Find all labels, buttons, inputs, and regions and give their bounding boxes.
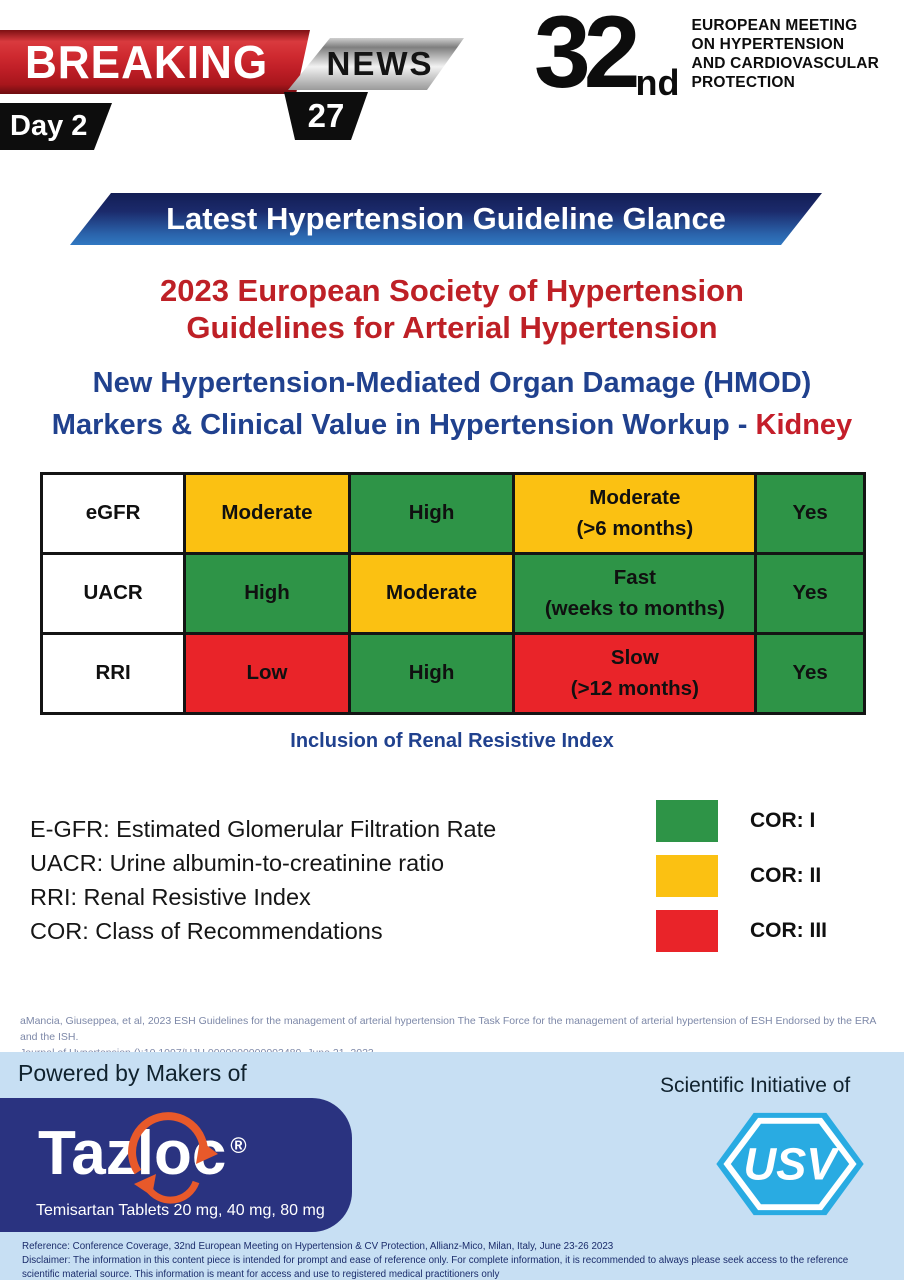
topic-highlight: Kidney bbox=[755, 409, 853, 441]
day-label: Day 2 bbox=[10, 110, 88, 142]
cor-swatch-green bbox=[656, 800, 718, 842]
issue-number: 27 bbox=[307, 97, 345, 134]
tazloc-brand-card: Tazlo c® Temisartan Tablets 20 mg, 40 mg… bbox=[0, 1098, 352, 1232]
day-badge: Day 2 bbox=[0, 103, 112, 150]
table-cell: Moderate bbox=[183, 472, 351, 555]
glance-title: Latest Hypertension Guideline Glance bbox=[166, 201, 726, 236]
registered-mark: ® bbox=[230, 1133, 247, 1158]
tazloc-subtitle: Temisartan Tablets 20 mg, 40 mg, 80 mg bbox=[36, 1202, 325, 1219]
definition-cor: COR: Class of Recommendations bbox=[30, 918, 383, 944]
news-banner: NEWS bbox=[288, 38, 464, 90]
meeting-number: 32 bbox=[534, 0, 641, 109]
abbreviation-definitions: E-GFR: Estimated Glomerular Filtration R… bbox=[30, 812, 496, 948]
cor-label: COR: I bbox=[750, 809, 816, 832]
powered-by-label: Powered by Makers of bbox=[18, 1060, 247, 1086]
table-cell: Moderate bbox=[347, 552, 516, 635]
row-label: eGFR bbox=[39, 472, 187, 555]
cor-swatch-yellow bbox=[656, 855, 718, 897]
definition-rri: RRI: Renal Resistive Index bbox=[30, 884, 311, 910]
meeting-logo: 32nd EUROPEAN MEETING ON HYPERTENSION AN… bbox=[534, 1, 880, 103]
table-cell: Low bbox=[183, 632, 351, 715]
definition-uacr: UACR: Urine albumin-to-creatinine ratio bbox=[30, 850, 445, 876]
table-cell: High bbox=[183, 552, 351, 635]
table-cell: High bbox=[347, 632, 516, 715]
cor-label: COR: II bbox=[750, 864, 822, 887]
table-cell: High bbox=[347, 472, 516, 555]
breaking-banner: BREAKING bbox=[0, 30, 310, 94]
hmod-kidney-table: eGFR Moderate High Moderate (>6 months) … bbox=[39, 472, 866, 715]
meeting-ordinal: nd bbox=[635, 62, 680, 103]
table-cell: Yes bbox=[754, 472, 866, 555]
news-label: NEWS bbox=[326, 45, 434, 82]
table-cell: Yes bbox=[754, 552, 866, 635]
table-caption: Inclusion of Renal Resistive Index bbox=[290, 730, 614, 752]
table-row-rri: RRI Low High Slow (>12 months) Yes bbox=[39, 632, 866, 715]
initiative-label: Scientific Initiative of bbox=[660, 1074, 851, 1097]
cor-legend: COR: I COR: II COR: III bbox=[656, 800, 827, 952]
table-cell: Fast (weeks to months) bbox=[512, 552, 758, 635]
table-row-egfr: eGFR Moderate High Moderate (>6 months) … bbox=[39, 472, 866, 555]
glance-banner: Latest Hypertension Guideline Glance bbox=[70, 193, 822, 245]
footer: Powered by Makers of Tazlo c® Temisartan… bbox=[0, 1052, 904, 1280]
tazloc-swoosh-icon bbox=[128, 1112, 218, 1204]
disclaimer: Reference: Conference Coverage, 32nd Eur… bbox=[22, 1241, 849, 1280]
usv-text: USV bbox=[744, 1139, 841, 1190]
definition-egfr: E-GFR: Estimated Glomerular Filtration R… bbox=[30, 816, 497, 842]
table-cell: Slow (>12 months) bbox=[512, 632, 758, 715]
breaking-label: BREAKING bbox=[24, 36, 269, 88]
table-cell: Yes bbox=[754, 632, 866, 715]
tazloc-logo: Tazlo c® bbox=[38, 1112, 247, 1204]
row-label: RRI bbox=[39, 632, 187, 715]
table-row-uacr: UACR High Moderate Fast (weeks to months… bbox=[39, 552, 866, 635]
topic-title: New Hypertension-Mediated Organ Damage (… bbox=[51, 367, 853, 441]
cor-legend-row: COR: I bbox=[656, 800, 827, 842]
cor-legend-row: COR: II bbox=[656, 855, 827, 897]
table-cell: Moderate (>6 months) bbox=[512, 472, 758, 555]
usv-logo: USV bbox=[716, 1112, 864, 1216]
meeting-number-block: 32nd bbox=[534, 1, 680, 103]
cor-label: COR: III bbox=[750, 919, 827, 942]
cor-swatch-red bbox=[656, 910, 718, 952]
row-label: UACR bbox=[39, 552, 187, 635]
meeting-name: EUROPEAN MEETING ON HYPERTENSION AND CAR… bbox=[691, 17, 880, 91]
issue-number-badge: 27 bbox=[284, 92, 368, 140]
guideline-title: 2023 European Society of Hypertension Gu… bbox=[159, 273, 744, 345]
cor-legend-row: COR: III bbox=[656, 910, 827, 952]
